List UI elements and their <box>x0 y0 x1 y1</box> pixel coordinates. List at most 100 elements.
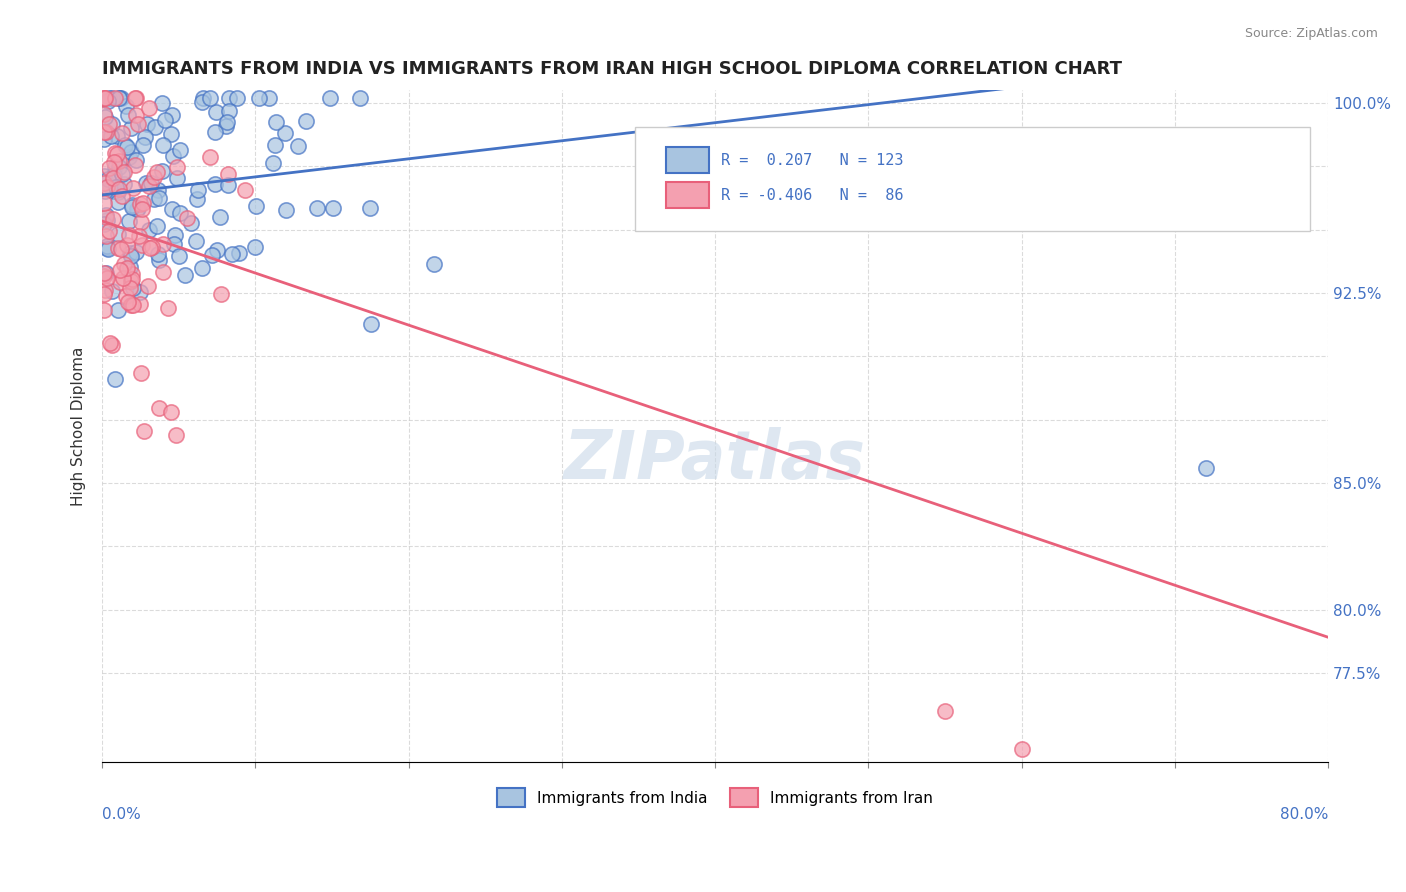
Point <box>108 91 131 105</box>
Point <box>120 274 142 288</box>
Point <box>94 283 117 297</box>
Point <box>107 186 129 200</box>
Legend: Immigrants from India, Immigrants from Iran: Immigrants from India, Immigrants from I… <box>489 780 941 814</box>
Point <box>114 137 136 152</box>
Point <box>120 121 142 136</box>
Point <box>138 223 160 237</box>
Point <box>121 198 143 212</box>
Point <box>93 125 115 139</box>
Point <box>105 129 128 144</box>
Point <box>104 160 127 174</box>
Point <box>98 117 121 131</box>
Point <box>93 107 115 121</box>
Point <box>93 176 115 190</box>
Point <box>98 224 121 238</box>
Point <box>226 91 249 105</box>
Point <box>96 179 118 194</box>
Point <box>93 217 115 231</box>
Point <box>125 153 148 167</box>
Point <box>132 196 155 211</box>
Point <box>100 118 122 132</box>
Point <box>107 227 129 241</box>
Point <box>108 182 131 196</box>
Point <box>93 195 115 210</box>
Point <box>934 704 956 718</box>
Point <box>128 197 150 211</box>
Point <box>100 129 122 144</box>
Point <box>115 289 138 303</box>
Text: R =  0.207   N = 123: R = 0.207 N = 123 <box>721 153 904 168</box>
Point <box>167 249 190 263</box>
Point <box>93 91 115 105</box>
Point <box>273 127 295 141</box>
Point <box>209 286 232 301</box>
Point <box>152 237 174 252</box>
Point <box>174 268 197 282</box>
Point <box>233 183 256 197</box>
Point <box>165 428 187 442</box>
Text: 0.0%: 0.0% <box>103 807 141 822</box>
Point <box>127 202 149 216</box>
Point <box>191 91 214 105</box>
Point <box>108 262 131 277</box>
Point <box>287 139 309 153</box>
Point <box>118 150 141 164</box>
Point <box>121 200 143 214</box>
Point <box>118 246 141 260</box>
Point <box>94 91 117 105</box>
FancyBboxPatch shape <box>666 182 709 208</box>
Point <box>180 216 202 230</box>
Point <box>163 228 186 243</box>
Point <box>247 91 270 105</box>
Point <box>118 228 141 243</box>
Point <box>128 229 150 244</box>
Point <box>93 169 115 184</box>
Point <box>148 247 170 261</box>
FancyBboxPatch shape <box>666 147 709 173</box>
Point <box>155 112 177 127</box>
Point <box>359 201 381 215</box>
Point <box>150 164 173 178</box>
Point <box>103 155 125 169</box>
Point <box>191 260 214 275</box>
Point <box>93 302 115 317</box>
Point <box>101 212 124 227</box>
Point <box>160 128 183 142</box>
FancyBboxPatch shape <box>636 128 1310 231</box>
Point <box>94 207 117 221</box>
Point <box>115 99 138 113</box>
Point <box>107 241 129 255</box>
Point <box>111 126 134 140</box>
Point <box>98 335 121 350</box>
Point <box>93 266 115 280</box>
Point <box>259 91 281 105</box>
Point <box>94 184 117 198</box>
Point <box>176 211 198 226</box>
Point <box>107 195 129 210</box>
Point <box>423 257 446 271</box>
Point <box>218 103 240 118</box>
Point <box>110 242 132 256</box>
Point <box>112 271 135 285</box>
Point <box>148 252 170 267</box>
Point <box>117 294 139 309</box>
Point <box>110 276 132 290</box>
Point <box>108 160 131 174</box>
Point <box>150 95 173 110</box>
Point <box>131 237 153 252</box>
Point <box>228 245 250 260</box>
Point <box>111 189 134 203</box>
Point <box>94 266 117 280</box>
Point <box>205 243 228 257</box>
Point <box>129 214 152 228</box>
Point <box>166 171 188 186</box>
Point <box>121 267 143 281</box>
Point <box>96 212 118 227</box>
Point <box>112 165 135 179</box>
Point <box>101 91 124 105</box>
Point <box>322 201 344 215</box>
Point <box>112 177 135 191</box>
Point <box>121 271 143 285</box>
Point <box>169 205 191 219</box>
Point <box>98 178 121 193</box>
